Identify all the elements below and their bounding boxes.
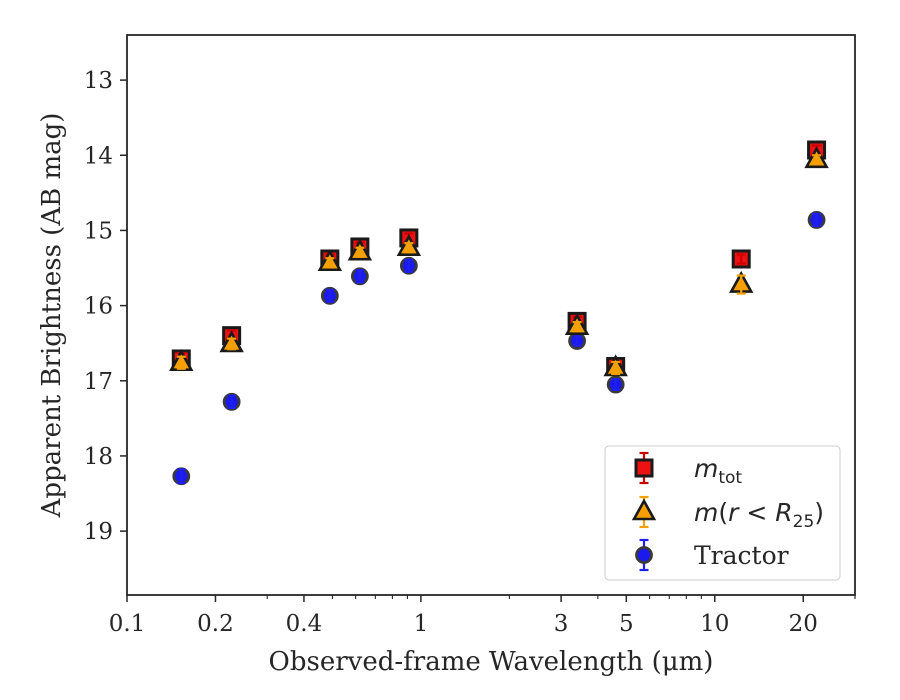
legend: mtot m(r < R25) Tractor [604,445,841,581]
error-bar [611,360,621,376]
y-tick-label: 18 [84,444,113,470]
data-point-circle [568,332,586,350]
data-point-triangle [603,354,628,377]
legend-label: mtot [694,454,742,488]
plot-frame [126,34,856,596]
legend-item: mtot [634,451,742,488]
legend-item: m(r < R25) [631,495,824,532]
error-bar [355,246,365,258]
data-point-triangle [564,312,590,335]
data-point-triangle [728,270,754,295]
series-triangle [169,146,829,377]
data-point-triangle [317,249,343,272]
legend-label: Tractor [694,541,789,570]
x-tick-label: 10 [700,611,729,637]
y-tick-label: 15 [84,218,113,244]
legend-box [604,445,841,581]
series-square [171,140,827,376]
legend-item: Tractor [635,538,789,572]
y-tick-label: 14 [84,143,113,169]
error-bar [572,321,582,333]
data-point-circle [399,256,418,275]
error-bar [404,242,414,254]
error-bar [227,394,237,409]
legend-label: m(r < R25) [694,498,824,532]
error-bar [176,355,186,370]
y-axis-label: Apparent Brightness (AB mag) [37,113,67,519]
x-tick-label: 20 [789,611,818,637]
error-bar [404,258,414,273]
legend-square-marker [634,458,654,478]
error-bar [325,288,335,303]
y-tick-label: 13 [84,68,113,94]
error-bar [812,212,822,228]
data-point-circle [350,267,369,286]
data-point-circle [172,467,191,486]
x-tick-label: 3 [554,611,569,637]
data-point-circle [807,211,826,229]
error-bar [176,468,186,485]
error-bar [325,257,335,269]
data-point-circle [320,286,339,305]
data-point-square [731,249,751,269]
data-point-triangle [396,234,422,257]
data-point-triangle [347,238,373,261]
series-circle [172,211,826,486]
data-point-circle [606,375,625,394]
error-bar [812,154,822,166]
error-bar [736,274,746,295]
error-bar [227,337,237,351]
legend-circle-marker [635,546,653,564]
x-axis-label: Observed-frame Wavelength (μm) [269,647,714,677]
data-point-circle [222,392,241,411]
x-tick-label: 0.1 [109,611,146,637]
x-axis-ticks: 0.1 0.2 0.4 1 3 5 10 20 [109,595,856,637]
error-bar [355,269,365,284]
y-axis-ticks: 13 14 15 16 17 18 19 [84,68,127,545]
error-bar [611,378,621,391]
y-tick-label: 19 [84,519,113,545]
legend-triangle-marker [631,498,657,521]
data-point-triangle [219,330,244,353]
x-tick-label: 1 [414,611,429,637]
data-marks [169,140,829,555]
data-point-triangle [804,146,829,169]
error-bar [572,335,582,347]
error-bar [736,253,746,265]
x-tick-label: 5 [619,611,634,637]
data-point-triangle [169,349,194,372]
y-tick-label: 16 [84,294,113,320]
y-tick-label: 17 [84,369,113,395]
x-tick-label: 0.2 [197,611,234,637]
x-tick-label: 0.4 [286,611,323,637]
